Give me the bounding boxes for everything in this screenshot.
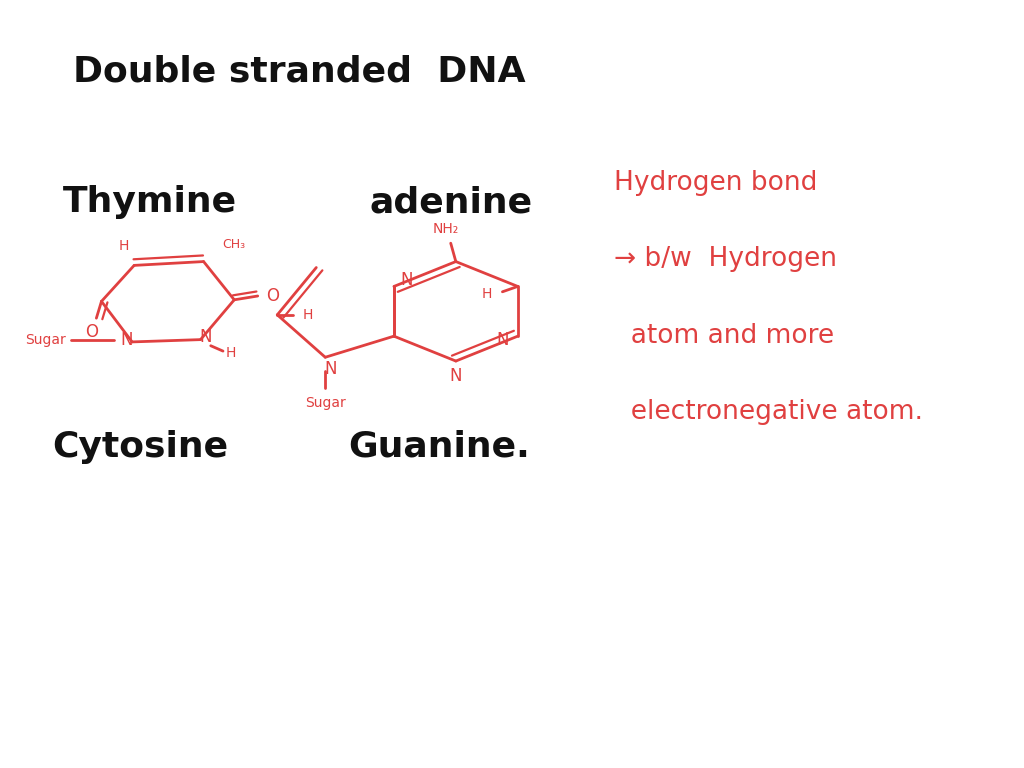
Text: Guanine.: Guanine. [348, 430, 530, 464]
Text: → b/w  Hydrogen: → b/w Hydrogen [614, 247, 838, 273]
Text: H: H [482, 287, 493, 301]
Text: H: H [119, 240, 129, 253]
Text: Sugar: Sugar [305, 396, 346, 410]
Text: N: N [450, 367, 462, 386]
Text: Thymine: Thymine [62, 185, 237, 219]
Text: H: H [226, 346, 237, 360]
Text: O: O [85, 323, 97, 341]
Text: Double stranded  DNA: Double stranded DNA [73, 55, 525, 89]
Text: N: N [497, 331, 509, 349]
Text: atom and more: atom and more [614, 323, 835, 349]
Text: H: H [303, 308, 313, 322]
Text: NH₂: NH₂ [432, 223, 459, 237]
Text: N: N [200, 329, 212, 346]
Text: CH₃: CH₃ [222, 238, 246, 251]
Text: electronegative atom.: electronegative atom. [614, 399, 923, 425]
Text: N: N [121, 330, 133, 349]
Text: Hydrogen bond: Hydrogen bond [614, 170, 817, 196]
Text: O: O [266, 287, 280, 305]
Text: N: N [400, 271, 413, 290]
Text: N: N [325, 359, 337, 378]
Text: Sugar: Sugar [25, 333, 66, 346]
Text: adenine: adenine [369, 185, 532, 219]
Text: Cytosine: Cytosine [52, 430, 228, 464]
